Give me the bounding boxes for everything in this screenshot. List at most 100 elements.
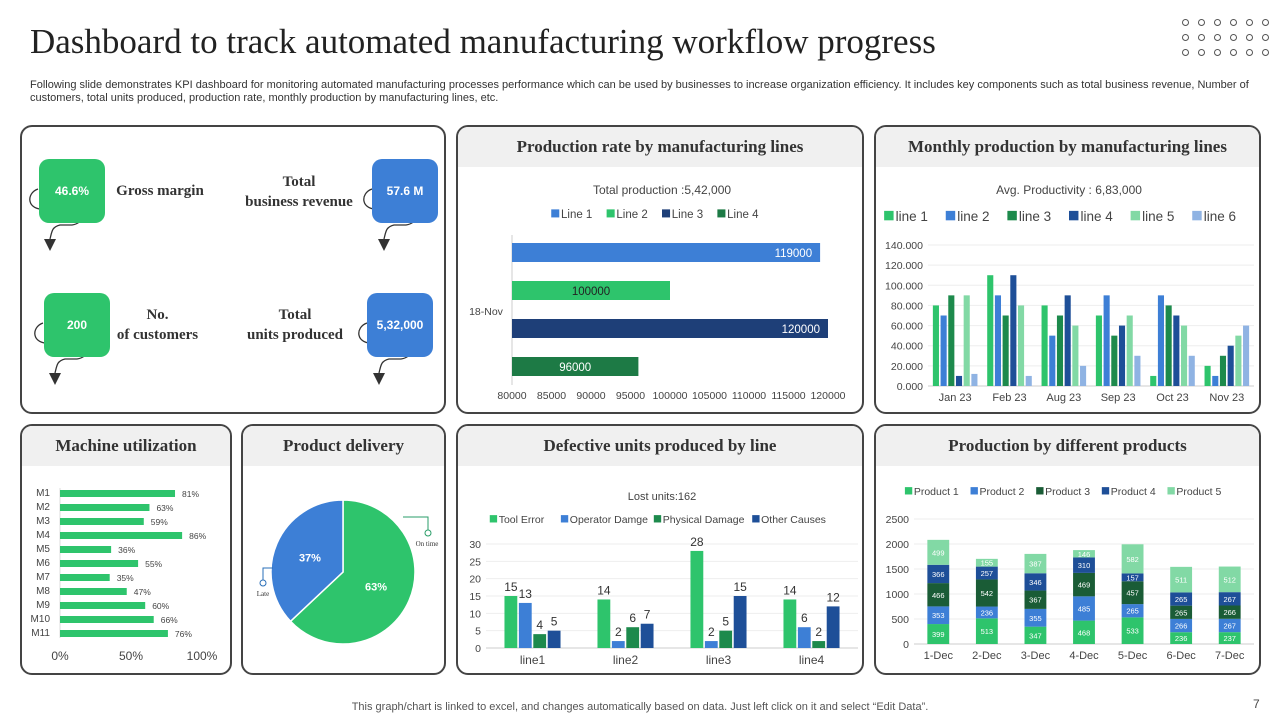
y-tick-label: 0 [475,643,481,655]
dot [1182,49,1189,56]
legend-swatch [662,209,671,218]
bar [1056,315,1064,386]
panel-title: Production rate by manufacturing lines [458,127,862,167]
legend-label: Line 1 [561,209,592,221]
x-tick-label: 90000 [576,390,605,402]
bar [1212,375,1219,386]
legend-swatch [1192,210,1202,221]
pie-slice [289,499,416,645]
bar [60,518,144,525]
callout-line [403,516,429,530]
bar [626,627,640,648]
bar [640,623,654,648]
stacked-segment [1121,544,1144,574]
bar [60,490,176,497]
bar [797,627,811,648]
y-tick-label: 2500 [886,514,910,526]
data-label: 367 [1029,596,1042,605]
legend-swatch [551,209,560,218]
bar [1165,305,1172,386]
dot [1214,34,1221,41]
stacked-segment [975,566,998,580]
defective-units-panel: Defective units produced by line Lost un… [456,424,864,675]
page-title: Dashboard to track automated manufacturi… [30,22,936,61]
products-chart: Product 1 Product 2 Product 3 Product 4 Prod… [886,486,1254,662]
x-tick-label: 110000 [732,390,766,402]
y-tick-label: M9 [36,600,50,611]
y-tick-label: 0.000 [897,381,923,393]
bar [812,641,826,648]
x-tick-label: line2 [613,653,639,667]
x-tick-label: 4-Dec [1069,650,1099,662]
panel-title: Product delivery [243,426,444,466]
chart-title: Total production :5,42,000 [593,183,731,197]
panel-title: Defective units produced by line [458,426,862,466]
data-label: 266 [1223,608,1236,617]
bar [1025,375,1032,386]
stacked-segment [927,583,950,607]
data-label: 511 [1175,576,1187,585]
y-tick-label: M5 [36,544,50,555]
x-tick-label: Aug 23 [1046,392,1081,404]
x-tick-label: 0% [51,649,69,663]
arrow-down-icon [378,239,390,251]
data-label: 12 [826,590,840,604]
stacked-segment [1121,604,1144,618]
callout-dot-icon [424,529,432,537]
data-label: 86% [189,531,206,541]
dot [1262,34,1269,41]
x-tick-label: Jan 23 [939,392,972,404]
y-tick-label: 1000 [886,589,910,601]
bar [783,599,797,648]
legend-label: Line 2 [616,209,647,221]
bar-line-4 [512,357,639,376]
bar [1219,355,1227,386]
x-tick-label: 100% [187,649,218,663]
bar [1111,335,1118,386]
data-label: 15 [504,580,518,594]
legend-label: line 3 [1019,209,1051,224]
data-label: 267 [1223,595,1236,604]
data-label: 512 [1223,575,1236,584]
legend-swatch [1101,487,1110,495]
bar [1243,325,1250,386]
y-tick-label: 120.000 [885,260,923,272]
data-label: 236 [981,608,994,617]
data-label: 310 [1078,561,1091,570]
bar [547,630,561,648]
bar [987,275,994,386]
bar [611,641,625,648]
y-tick-label: 40.000 [891,341,923,353]
legend-label: Product 2 [979,486,1024,498]
bar [1072,325,1079,386]
dot [1198,49,1205,56]
bar-line-2 [512,281,670,300]
y-tick-label: M11 [31,628,50,639]
legend-label: line 1 [896,209,928,224]
y-tick-label: 100.000 [885,280,923,292]
stacked-segment [1024,590,1047,609]
bar [60,630,168,637]
y-tick-label: 15 [469,591,481,603]
stacked-segment [975,606,998,619]
bar [971,373,978,386]
pie-slice [270,499,344,623]
kpi-panel: 46.6% Gross margin 57.6 M Total business … [20,125,446,414]
data-label: 542 [981,589,994,598]
y-tick-label: M6 [36,558,50,569]
monthly-production-panel: Monthly production by manufacturing line… [874,125,1261,414]
x-tick-label: 100000 [652,390,687,402]
y-tick-label: 20 [469,574,481,586]
legend-label: line 6 [1204,209,1236,224]
legend-label: Tool Error [499,514,545,526]
bar [940,315,947,386]
x-tick-label: 120000 [810,390,845,402]
data-label: 457 [1126,589,1139,598]
bar [518,602,532,648]
chart-title: Avg. Productivity : 6,83,000 [996,183,1142,197]
product-delivery-panel: Product delivery 63% 37% On time Late [241,424,446,675]
data-label: 267 [1223,621,1236,630]
data-label: 347 [1029,631,1042,640]
legend-label: Product 3 [1045,486,1090,498]
legend-label: Line 3 [672,209,703,221]
